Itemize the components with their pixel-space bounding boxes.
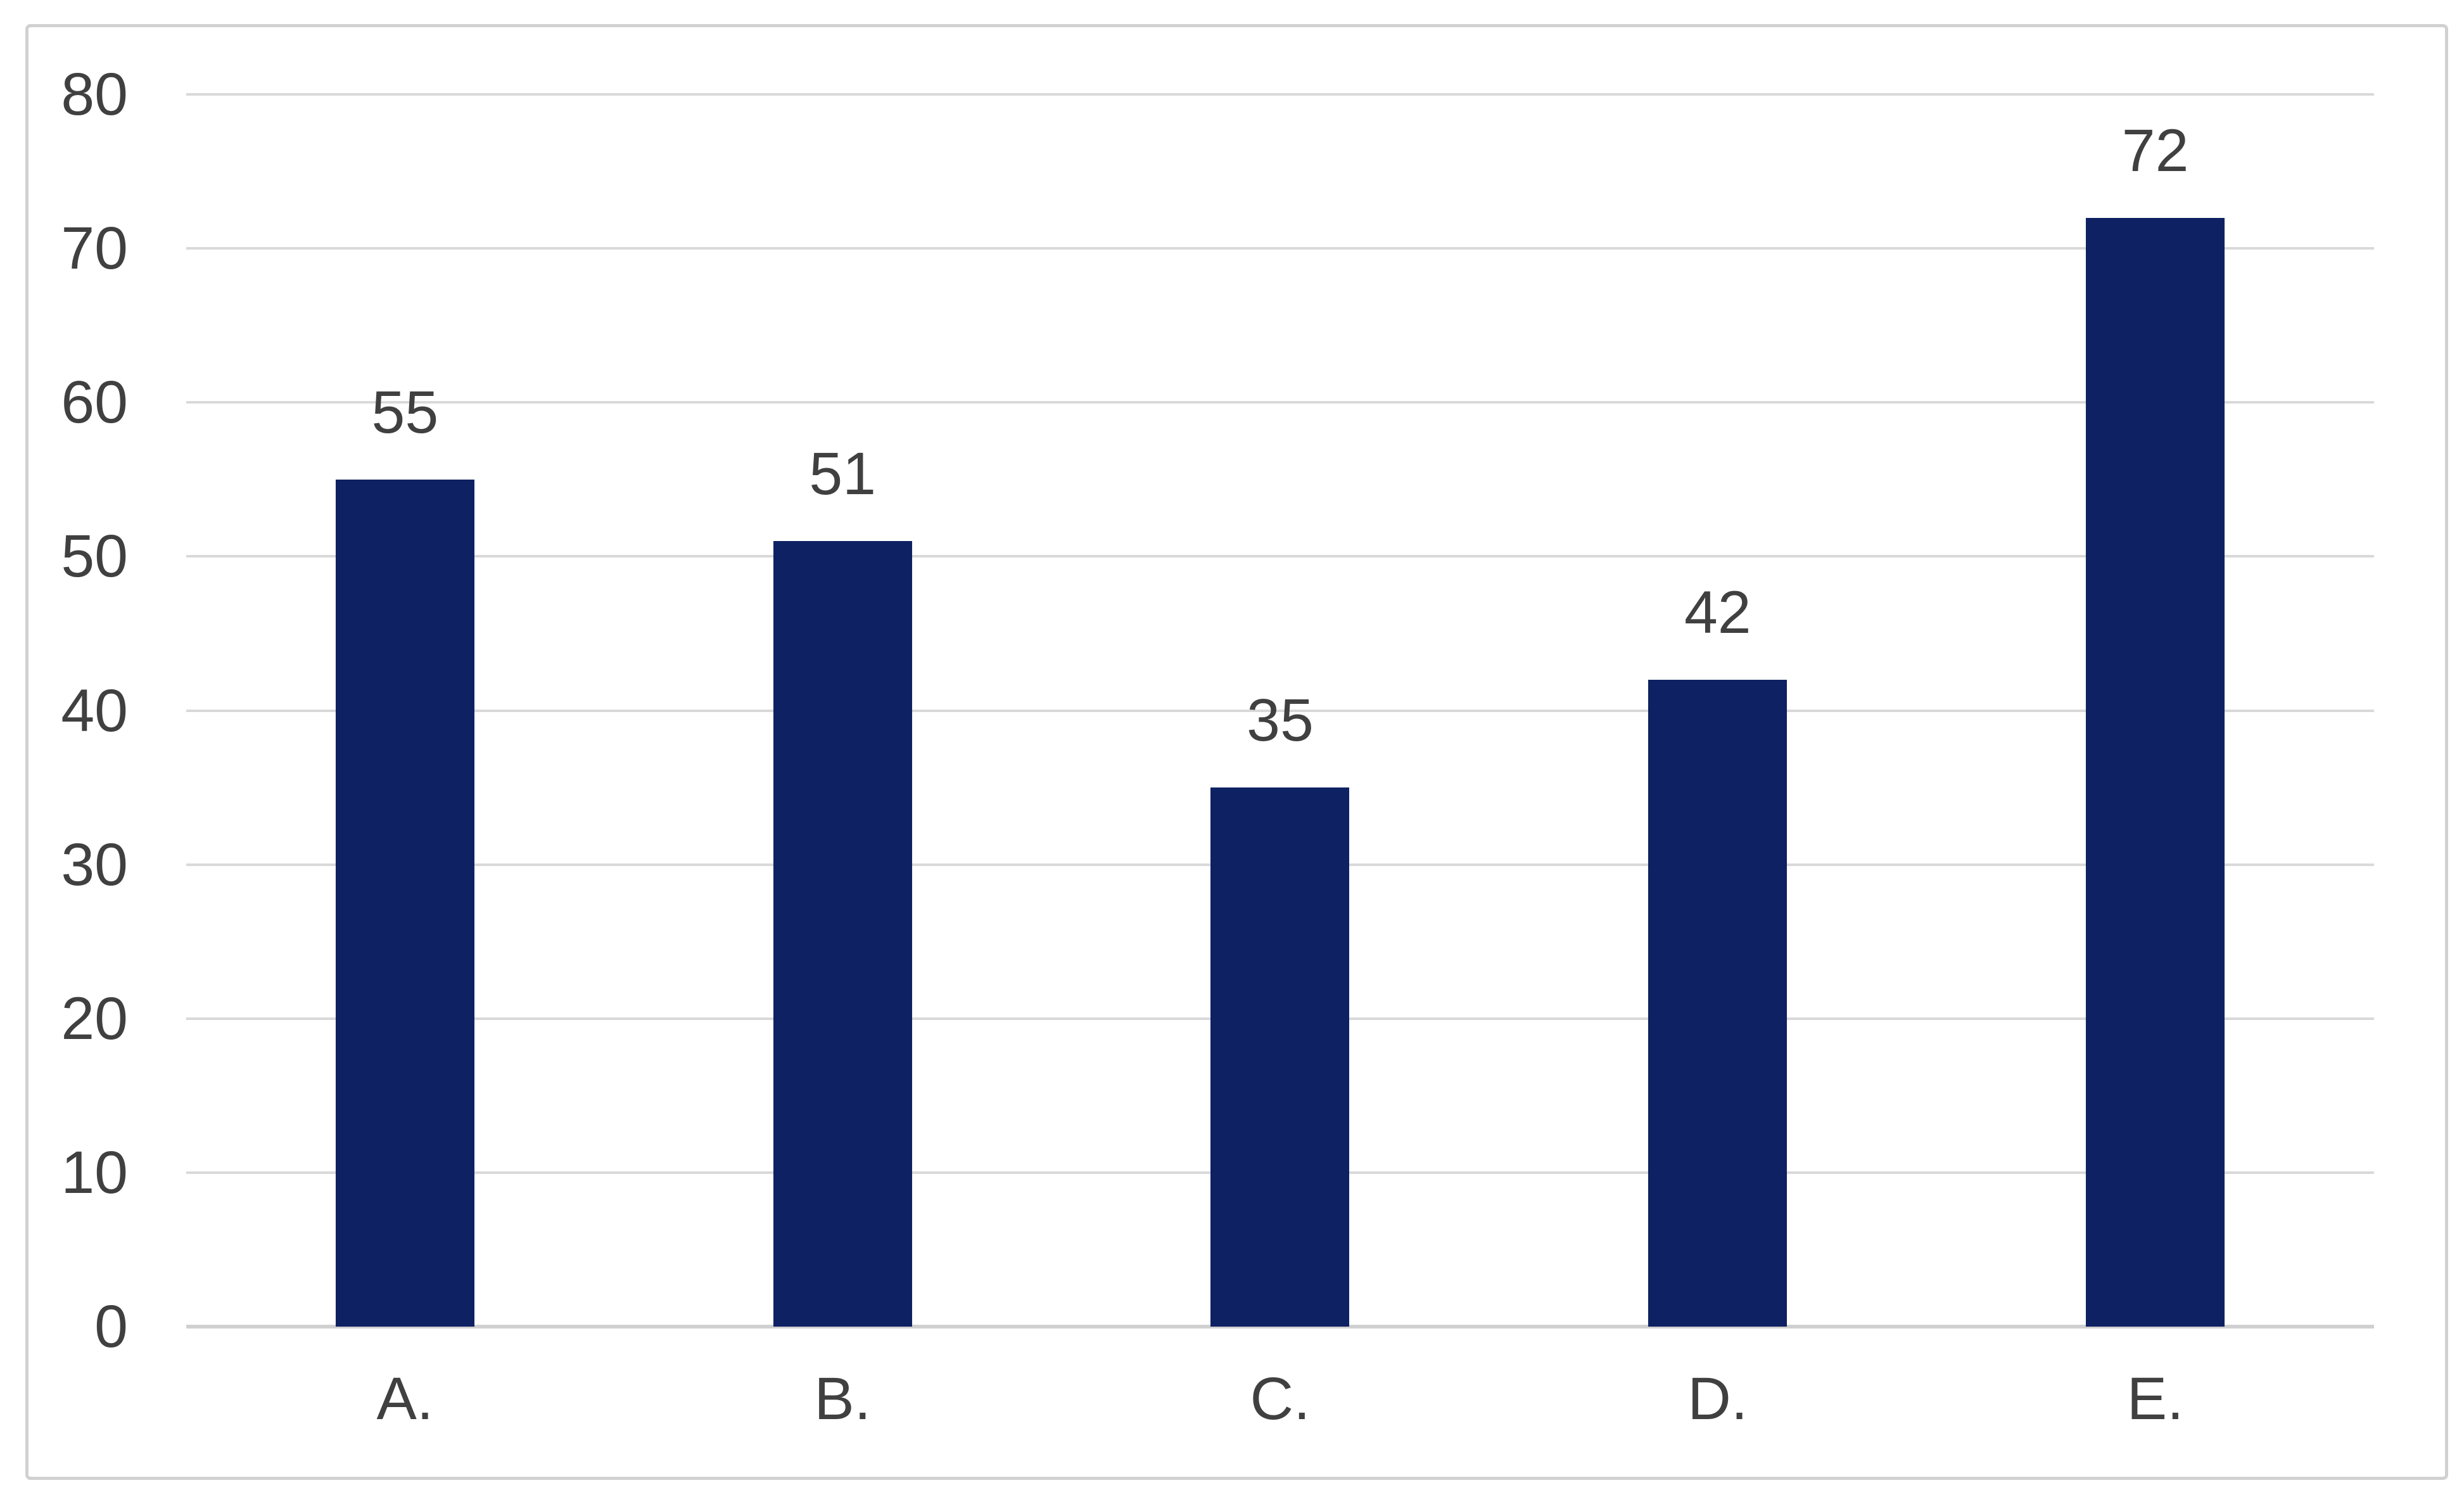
- category-label-C: C.: [1250, 1365, 1311, 1432]
- gridline-50: [186, 555, 2374, 558]
- bar-C: 35: [1210, 687, 1350, 1327]
- y-tick-label-0: 0: [94, 1293, 128, 1360]
- bar-A: 55: [335, 379, 474, 1327]
- bar-B: 51: [773, 440, 912, 1327]
- y-tick-label-30: 30: [61, 831, 128, 898]
- bar-slot-C: 35: [1062, 94, 1499, 1327]
- bar-slot-D: 42: [1499, 94, 1936, 1327]
- y-tick-label-10: 10: [61, 1138, 128, 1206]
- bar-slot-A: 55: [186, 94, 624, 1327]
- bar-value-label-C: 35: [1247, 687, 1314, 755]
- category-label-A: A.: [376, 1365, 434, 1432]
- gridline-70: [186, 247, 2374, 250]
- bar-slot-B: 51: [624, 94, 1062, 1327]
- gridline-40: [186, 709, 2374, 712]
- y-tick-label-60: 60: [61, 369, 128, 437]
- chart-frame: 0 10 20 30 40 50 60 70 80 55 51 35 42 72 A. B. C. D. E.: [25, 24, 2448, 1480]
- bar-value-label-E: 72: [2121, 117, 2189, 184]
- y-tick-label-70: 70: [61, 215, 128, 283]
- category-label-E: E.: [2126, 1365, 2184, 1432]
- x-axis-line: [186, 1325, 2374, 1329]
- bar-value-label-D: 42: [1684, 578, 1751, 646]
- y-tick-label-50: 50: [61, 523, 128, 590]
- bar-slot-E: 72: [1936, 94, 2374, 1327]
- y-tick-label-40: 40: [61, 677, 128, 744]
- y-tick-label-20: 20: [61, 985, 128, 1052]
- category-label-D: D.: [1687, 1365, 1748, 1432]
- bar-E: 72: [2086, 117, 2225, 1327]
- gridline-80: [186, 93, 2374, 96]
- gridline-60: [186, 401, 2374, 404]
- bar-D: 42: [1648, 579, 1788, 1327]
- bar-value-label-B: 51: [809, 440, 877, 508]
- bar-value-label-A: 55: [371, 378, 439, 446]
- y-tick-label-80: 80: [61, 61, 128, 128]
- category-label-B: B.: [814, 1365, 872, 1432]
